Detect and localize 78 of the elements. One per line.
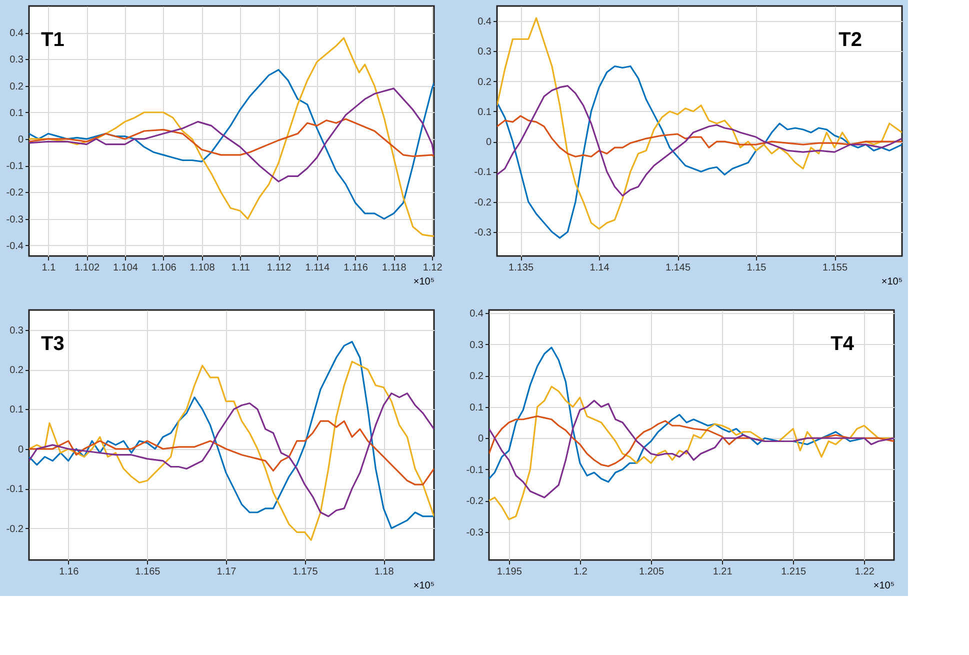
x-axis-title: ×10⁵ — [413, 580, 434, 592]
x-tick-label: 1.21 — [712, 566, 733, 578]
line-series — [29, 420, 434, 486]
y-tick-label: 0 — [486, 137, 492, 148]
y-tick-label: -0.2 — [466, 496, 484, 508]
y-tick-label: -0.1 — [474, 167, 492, 178]
y-tick-label: 0.2 — [470, 371, 484, 382]
text: T1 — [41, 29, 64, 51]
x-tick-label: 1.22 — [854, 566, 875, 578]
line-series — [497, 115, 902, 158]
line-series — [29, 88, 434, 182]
x-axis-title: ×10⁵ — [881, 276, 902, 288]
line-series — [29, 118, 434, 158]
y-tick-label: -0.1 — [6, 484, 24, 496]
x-tick-label: 1.17 — [216, 566, 237, 578]
y-tick-label: -0.1 — [6, 161, 24, 172]
x-tick-label: 1.18 — [374, 566, 394, 578]
y-tick-label: -0.2 — [474, 197, 492, 208]
y-tick-label: -0.2 — [6, 524, 24, 535]
y-tick-label: -0.4 — [6, 240, 24, 252]
y-tick-label: 0.4 — [478, 16, 492, 28]
x-tick-label: 1.215 — [781, 566, 807, 578]
y-tick-label: 0.1 — [10, 404, 24, 416]
y-tick-label: 0.2 — [10, 81, 24, 92]
y-tick-label: 0 — [18, 134, 24, 146]
y-tick-label: 0 — [478, 434, 484, 445]
y-tick-label: 0.1 — [10, 108, 24, 119]
y-tick-label: 0.1 — [478, 106, 492, 118]
x-tick-label: 1.108 — [190, 262, 216, 274]
line-series — [489, 386, 894, 520]
x-tick-label: 1.116 — [344, 262, 368, 274]
x-tick-label: 1.195 — [496, 566, 522, 578]
x-tick-label: 1.102 — [74, 262, 100, 274]
y-tick-label: -0.3 — [474, 227, 492, 238]
y-tick-label: -0.1 — [466, 464, 484, 476]
text: T2 — [838, 29, 862, 51]
y-tick-label: -0.3 — [6, 214, 24, 226]
line-series — [29, 392, 434, 518]
line-series — [29, 69, 434, 220]
line-series — [489, 400, 894, 498]
y-tick-label: 0.3 — [10, 54, 24, 66]
text: T3 — [41, 333, 64, 355]
y-tick-label: 0.2 — [478, 76, 492, 88]
y-tick-label: 0.3 — [478, 46, 492, 58]
x-tick-label: 1.14 — [590, 262, 610, 274]
x-tick-label: 1.205 — [638, 566, 664, 578]
x-tick-label: 1.114 — [305, 262, 330, 274]
x-tick-label: 1.118 — [382, 262, 407, 274]
x-tick-label: 1.16 — [59, 566, 80, 578]
x-axis-title: ×10⁵ — [413, 276, 434, 288]
x-tick-label: 1.155 — [822, 262, 848, 274]
x-tick-label: 1.165 — [135, 566, 161, 578]
y-tick-label: 0.4 — [10, 28, 24, 40]
x-tick-label: 1.104 — [112, 262, 138, 274]
y-tick-label: 0.2 — [10, 365, 24, 376]
x-tick-label: 1.112 — [266, 262, 292, 274]
y-tick-label: -0.2 — [6, 188, 24, 199]
x-tick-label: 1.135 — [508, 262, 534, 274]
line-series — [497, 85, 902, 197]
y-tick-label: 0.4 — [470, 308, 484, 320]
x-tick-label: 1.106 — [151, 262, 177, 274]
x-tick-label: 1.12 — [422, 262, 443, 274]
x-tick-label: 1.15 — [746, 262, 767, 274]
x-tick-label: 1.2 — [573, 566, 588, 578]
x-axis-title: ×10⁵ — [873, 580, 894, 592]
y-tick-label: 0 — [18, 444, 24, 456]
line-series — [497, 17, 902, 230]
y-tick-label: 0.3 — [470, 340, 484, 351]
y-tick-label: 0.3 — [10, 325, 24, 336]
x-tick-label: 1.145 — [666, 262, 691, 274]
y-tick-label: 0.1 — [470, 402, 484, 414]
x-tick-label: 1.175 — [292, 566, 318, 578]
line-series — [29, 360, 434, 541]
x-tick-label: 1.1 — [42, 262, 56, 274]
line-series — [497, 65, 902, 239]
y-tick-label: -0.3 — [466, 527, 484, 538]
x-tick-label: 1.11 — [231, 262, 250, 274]
text: T4 — [830, 333, 855, 355]
